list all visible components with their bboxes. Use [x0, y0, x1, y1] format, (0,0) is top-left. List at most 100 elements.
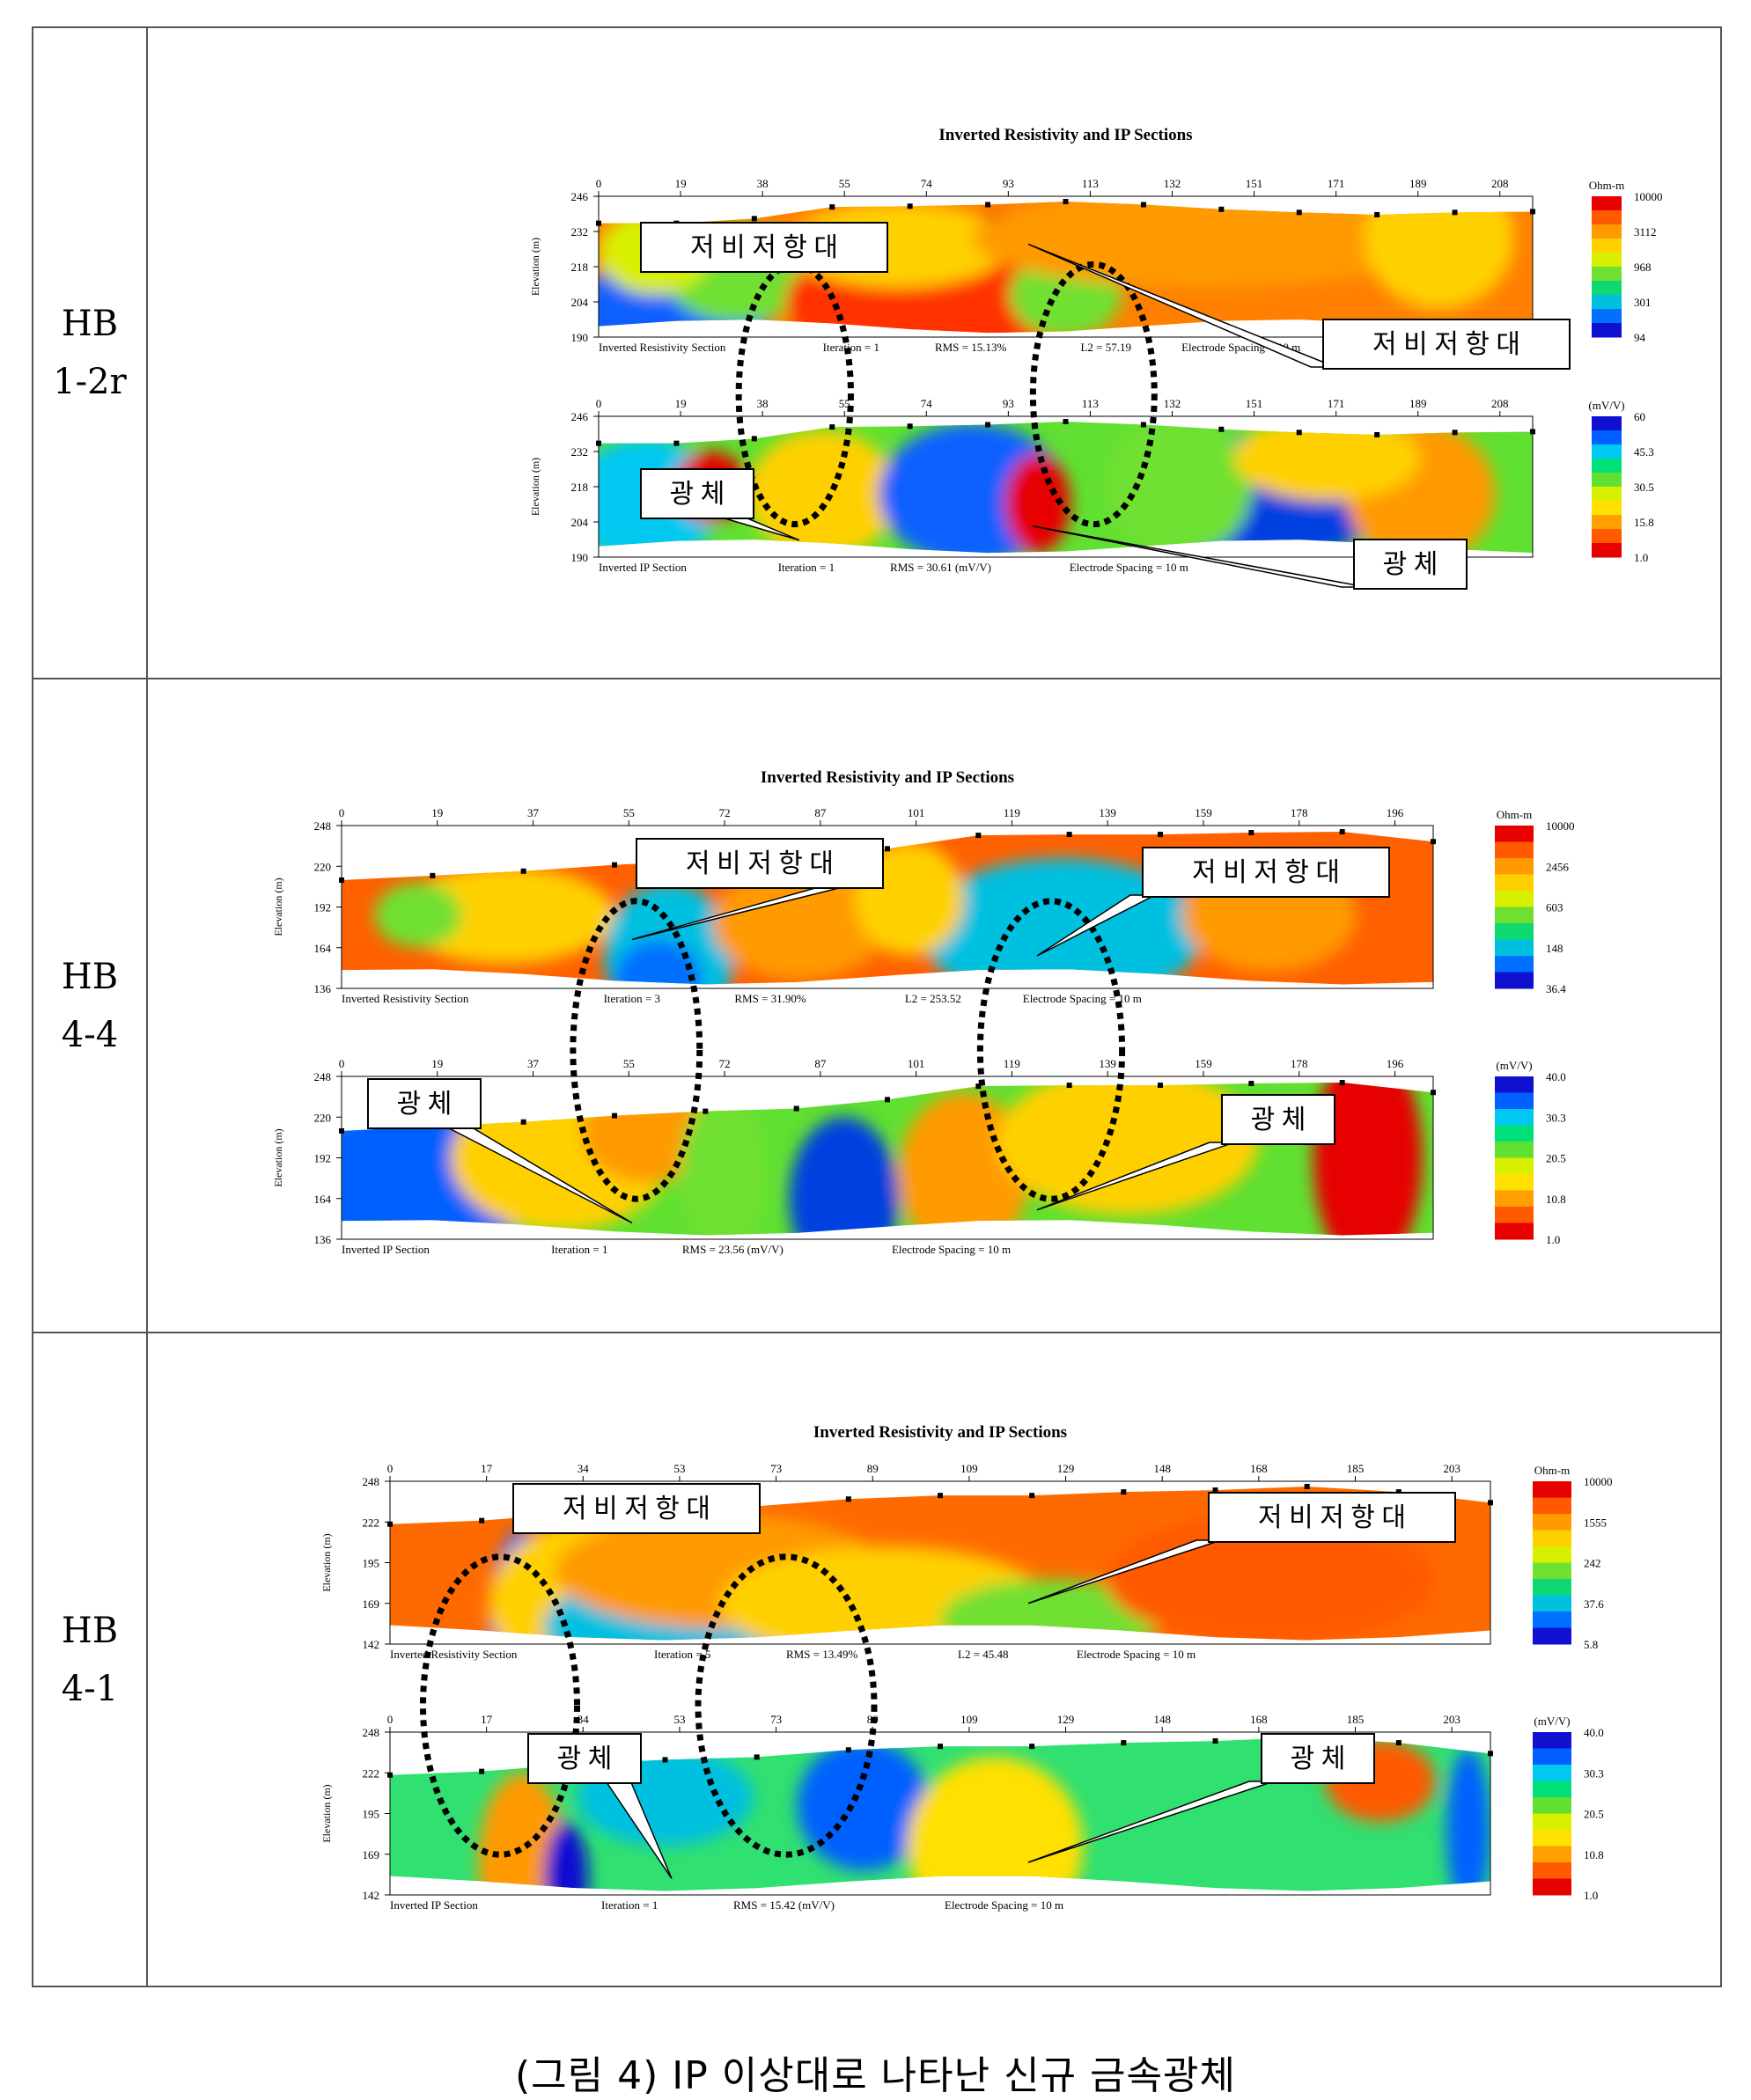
y-axis-label: Elevation (m): [529, 458, 541, 516]
chart-title: Inverted Resistivity and IP Sections: [813, 1423, 1067, 1442]
callout-ore-body-label: 광 체: [1291, 1744, 1346, 1773]
y-tick-label: 222: [363, 1516, 380, 1529]
scale-swatch: [1495, 1157, 1534, 1167]
scale-swatch: [1495, 1100, 1534, 1110]
x-tick-label: 19: [431, 806, 443, 819]
y-tick-label: 204: [571, 516, 589, 529]
electrode-marker: [612, 862, 617, 868]
electrode-marker: [1066, 832, 1072, 838]
section-footer-text: RMS = 23.56 (mV/V): [682, 1243, 784, 1256]
scale-swatch: [1533, 1781, 1571, 1790]
x-tick-label: 196: [1387, 806, 1404, 819]
row-hb-1-2r: HB 1-2r Inverted Resistivity and IP Sect…: [32, 26, 1722, 679]
scale-swatch: [1495, 972, 1534, 981]
y-tick-label: 248: [314, 1070, 332, 1083]
electrode-marker: [1029, 1493, 1035, 1499]
section-footer-text: Inverted IP Section: [390, 1898, 478, 1912]
scale-swatch: [1592, 295, 1622, 303]
x-tick-label: 101: [908, 806, 925, 819]
scale-swatch: [1495, 866, 1534, 875]
electrode-marker: [1066, 1083, 1072, 1089]
anomaly-blob: [374, 882, 462, 948]
scale-swatch: [1495, 1230, 1534, 1240]
scale-swatch: [1592, 239, 1622, 246]
scale-swatch: [1533, 1788, 1571, 1798]
section-footer-text: RMS = 15.13%: [935, 341, 1007, 354]
scale-label: 40.0: [1584, 1726, 1604, 1739]
resistivity-section: [599, 202, 1533, 334]
anomaly-blob: [898, 1092, 1030, 1236]
scale-swatch: [1533, 1497, 1571, 1507]
scale-swatch: [1592, 515, 1622, 523]
section-footer-text: Inverted Resistivity Section: [342, 992, 469, 1005]
section-footer-text: Inverted Resistivity Section: [390, 1648, 518, 1661]
color-scale-bar: [1533, 1481, 1571, 1645]
x-tick-label: 101: [908, 1057, 925, 1070]
anomaly-blob: [1233, 422, 1421, 501]
scale-unit: Ohm-m: [1497, 808, 1532, 821]
scale-label: 242: [1584, 1557, 1601, 1570]
scale-swatch: [1592, 416, 1622, 424]
callout-ore-body-label: 광 체: [1251, 1105, 1306, 1134]
x-tick-label: 74: [921, 177, 933, 190]
y-axis-label: Elevation (m): [320, 1533, 333, 1591]
scale-swatch: [1592, 522, 1622, 530]
scale-swatch: [1592, 550, 1622, 558]
anomaly-outline-ellipse: [1029, 261, 1158, 528]
x-tick-label: 139: [1099, 806, 1116, 819]
scale-swatch: [1592, 480, 1622, 488]
scale-swatch: [1495, 1174, 1534, 1183]
x-tick-label: 208: [1491, 397, 1509, 410]
scale-label: 37.6: [1584, 1597, 1604, 1611]
callout-box: [1261, 1733, 1375, 1784]
x-tick-label: 93: [1003, 397, 1014, 410]
electrode-marker: [673, 440, 680, 446]
x-tick-label: 189: [1409, 397, 1427, 410]
electrode-marker: [1339, 829, 1345, 835]
scale-swatch: [1495, 1182, 1534, 1191]
scale-swatch: [1592, 224, 1622, 232]
scale-swatch: [1592, 309, 1622, 317]
y-tick-label: 192: [314, 1152, 332, 1165]
anomaly-outline-ellipse: [420, 1553, 580, 1858]
x-tick-label: 168: [1250, 1713, 1268, 1726]
x-tick-label: 171: [1328, 177, 1345, 190]
section-footer-text: L2 = 45.48: [958, 1648, 1009, 1661]
x-tick-label: 168: [1250, 1462, 1268, 1475]
scale-swatch: [1533, 1595, 1571, 1604]
callout-box: [1221, 1094, 1335, 1145]
section-footer-text: Electrode Spacing = 10 m: [1077, 1648, 1196, 1661]
electrode-marker: [751, 436, 757, 442]
scale-swatch: [1592, 508, 1622, 516]
scale-label: 5.8: [1584, 1638, 1598, 1651]
scale-swatch: [1592, 473, 1622, 481]
y-axis-label: Elevation (m): [272, 877, 284, 936]
scale-swatch: [1495, 1215, 1534, 1223]
scale-swatch: [1495, 899, 1534, 907]
scale-swatch: [1495, 849, 1534, 859]
scale-swatch: [1495, 1133, 1534, 1142]
scale-swatch: [1495, 1084, 1534, 1093]
scale-swatch: [1533, 1603, 1571, 1612]
scale-swatch: [1592, 543, 1622, 551]
scale-swatch: [1495, 1092, 1534, 1102]
scale-swatch: [1592, 437, 1622, 445]
x-tick-label: 37: [527, 1057, 540, 1070]
anomaly-outline-ellipse: [735, 261, 854, 528]
scale-label: 1.0: [1634, 551, 1648, 564]
y-axis-label: Elevation (m): [320, 1784, 333, 1842]
x-tick-label: 171: [1328, 397, 1345, 410]
scale-swatch: [1533, 1773, 1571, 1781]
electrode-marker: [1218, 426, 1225, 432]
scale-label: 30.3: [1546, 1111, 1566, 1124]
x-tick-label: 55: [839, 177, 850, 190]
electrode-marker: [793, 1105, 799, 1112]
scale-label: 30.5: [1634, 481, 1654, 494]
x-tick-label: 151: [1246, 177, 1263, 190]
electrode-marker: [751, 216, 757, 222]
ip-section: [390, 1737, 1490, 1891]
scale-swatch: [1495, 874, 1534, 884]
y-tick-label: 190: [571, 551, 589, 564]
scale-swatch: [1533, 1579, 1571, 1588]
anomaly-blob: [1446, 1748, 1490, 1891]
